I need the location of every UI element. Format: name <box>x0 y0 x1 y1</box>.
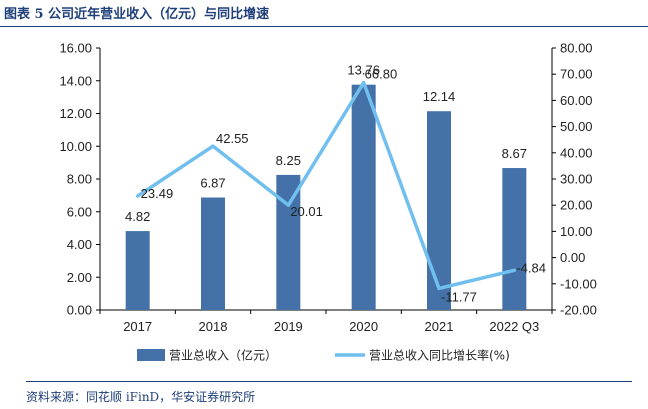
left-tick-label: 6.00 <box>67 204 92 219</box>
left-tick-label: 4.00 <box>67 237 92 252</box>
right-tick-label: 10.00 <box>560 224 593 239</box>
line-point <box>437 286 441 290</box>
x-tick-label: 2019 <box>274 319 303 334</box>
x-tick-label: 2017 <box>123 319 152 334</box>
data-labels: 4.82 6.87 8.25 13.76 12.14 8.67 23.49 42.55 20.0… <box>125 63 546 305</box>
left-tick-label: 14.00 <box>59 73 92 88</box>
x-tick-label: 2020 <box>349 319 378 334</box>
line-data-label: 20.01 <box>290 204 323 219</box>
bar <box>201 197 225 310</box>
bar <box>276 174 301 310</box>
bar <box>351 84 376 311</box>
x-tick-label: 2021 <box>425 319 454 334</box>
bottom-rule <box>26 381 632 382</box>
right-tick-label: 50.00 <box>560 119 593 134</box>
right-tick-label: 40.00 <box>560 145 593 160</box>
line-point <box>362 81 366 85</box>
right-tick-label: 70.00 <box>560 67 593 82</box>
right-tick-label: 60.00 <box>560 93 593 108</box>
left-tick-label: 10.00 <box>59 139 92 154</box>
right-tick-label: 30.00 <box>560 172 593 187</box>
bar <box>502 168 527 310</box>
line-data-label: -11.77 <box>441 289 477 304</box>
left-axis: 0.00 2.00 4.00 6.00 8.00 10.00 12.00 14.00 16.00 <box>59 41 101 318</box>
bar-data-label: 13.76 <box>347 63 380 78</box>
growth-line <box>135 80 517 291</box>
x-tick-label: 2022 Q3 <box>489 319 539 334</box>
line-data-label: -4.84 <box>516 260 546 275</box>
bar-data-label: 8.25 <box>276 153 301 168</box>
left-tick-label: 2.00 <box>67 270 92 285</box>
bar-data-label: 4.82 <box>125 209 150 224</box>
x-axis: 2017 2018 2019 2020 2021 2022 Q3 <box>99 309 553 334</box>
left-tick-label: 8.00 <box>67 172 92 187</box>
legend: 营业总收入（亿元） 营业总收入同比增长率(%) <box>137 348 510 363</box>
bar <box>125 231 150 310</box>
x-tick-label: 2018 <box>199 319 228 334</box>
right-axis: -20.00 -10.00 0.00 10.00 20.00 30.00 40.00 50.0… <box>551 41 597 318</box>
left-tick-label: 12.00 <box>59 106 92 121</box>
line-series <box>135 80 517 291</box>
line-point <box>211 144 215 148</box>
right-tick-label: 20.00 <box>560 198 593 213</box>
bar-data-label: 12.14 <box>423 89 456 104</box>
top-rule <box>0 26 648 27</box>
combo-chart: 0.00 2.00 4.00 6.00 8.00 10.00 12.00 14.00 16.00… <box>59 41 597 363</box>
right-tick-label: 80.00 <box>560 41 593 56</box>
line-data-label: 42.55 <box>216 131 249 146</box>
bar-data-label: 8.67 <box>502 146 527 161</box>
line-point <box>512 268 516 272</box>
line-point <box>136 194 140 198</box>
source-note: 资料来源：同花顺 iFinD，华安证券研究所 <box>26 390 256 404</box>
bar-series <box>125 84 527 311</box>
bar-data-label: 6.87 <box>200 176 225 191</box>
right-tick-label: -20.00 <box>560 303 597 318</box>
legend-line-label: 营业总收入同比增长率(%) <box>369 348 510 363</box>
left-tick-label: 16.00 <box>59 41 92 56</box>
bar <box>427 111 451 311</box>
line-data-label: 66.80 <box>365 67 398 82</box>
legend-bar-label: 营业总收入（亿元） <box>169 348 277 363</box>
right-tick-label: -10.00 <box>560 276 597 291</box>
figure-title: 图表 5 公司近年营业收入（亿元）与同比增速 <box>4 7 270 22</box>
line-data-label: 23.49 <box>141 186 174 201</box>
left-tick-label: 0.00 <box>67 303 92 318</box>
legend-bar-swatch <box>137 349 165 361</box>
line-point <box>286 203 290 207</box>
right-tick-label: 0.00 <box>560 250 585 265</box>
